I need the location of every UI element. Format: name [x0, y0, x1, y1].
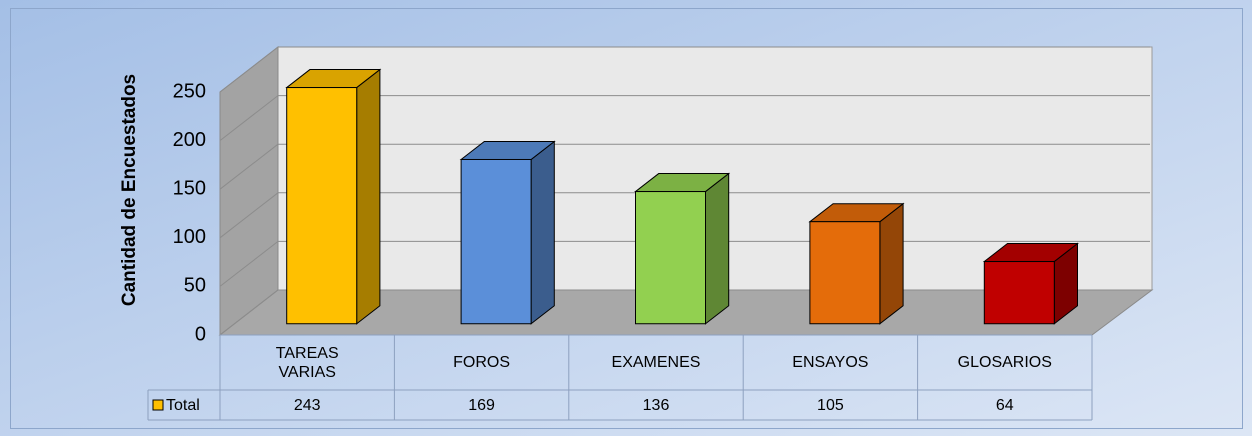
x-tick-label: TAREAS VARIAS [275, 344, 339, 381]
y-tick-label: 0 [195, 323, 206, 345]
bar [285, 68, 382, 325]
bar [459, 140, 556, 325]
value-cell: 243 [294, 397, 321, 414]
value-cell: 136 [643, 397, 670, 414]
bar-front [809, 221, 881, 325]
category-cell: EXAMENES [611, 354, 701, 371]
bar [634, 172, 731, 325]
legend-key [152, 399, 164, 411]
value-cell: 64 [996, 397, 1014, 414]
y-tick-label: 100 [173, 226, 206, 248]
y-axis-label: Cantidad de Encuestados [119, 74, 140, 306]
x-tick-label: GLOSARIOS [957, 354, 1052, 371]
legend-label: Total [166, 397, 200, 414]
grid-line [219, 95, 279, 141]
grid-line [219, 46, 279, 93]
bar-side [530, 140, 555, 325]
bar [982, 242, 1079, 325]
category-cell: GLOSARIOS [957, 354, 1052, 371]
category-cell: TAREAS VARIAS [275, 344, 339, 381]
grid-line [219, 289, 279, 336]
value-cell: 105 [817, 397, 844, 414]
side-wall [219, 45, 279, 337]
bar-front [460, 158, 532, 325]
y-tick-label: 50 [184, 275, 206, 297]
x-tick-label: FOROS [453, 354, 511, 371]
y-tick-label: 150 [173, 177, 206, 199]
bar-side [705, 172, 730, 325]
x-tick-label: ENSAYOS [792, 354, 869, 371]
category-cell: FOROS [453, 354, 511, 371]
y-tick-label: 250 [173, 80, 206, 102]
x-tick-label: EXAMENES [611, 354, 701, 371]
bar-front [286, 87, 358, 325]
bar-side [879, 202, 904, 325]
grid-line [219, 192, 279, 239]
bar-side [356, 68, 381, 325]
grid-line [219, 241, 279, 287]
bar-front [635, 191, 706, 325]
y-tick-label: 200 [173, 129, 206, 151]
bar-front [983, 261, 1055, 325]
value-cell: 169 [468, 397, 495, 414]
frame [10, 8, 1243, 429]
grid-line [219, 143, 279, 190]
category-cell: ENSAYOS [792, 354, 869, 371]
bar [808, 202, 905, 325]
